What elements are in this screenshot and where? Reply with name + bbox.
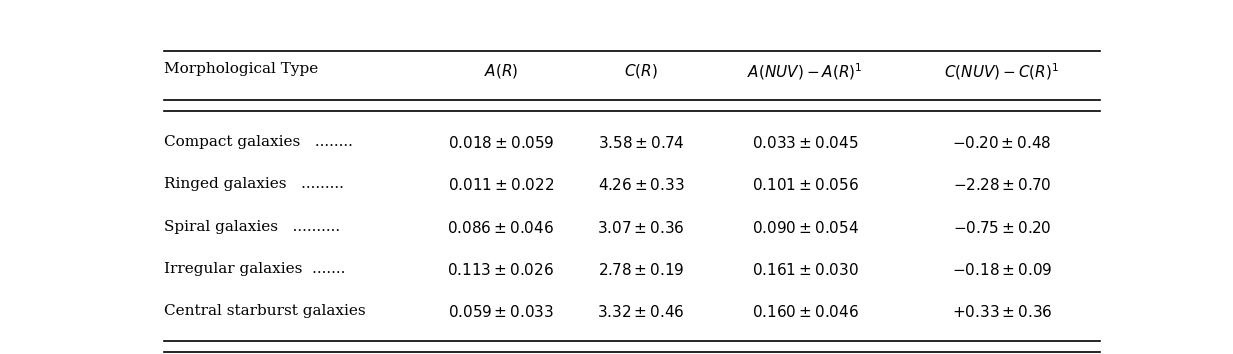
Text: $0.101 \pm 0.056$: $0.101 \pm 0.056$ (752, 177, 858, 193)
Text: $3.32 \pm 0.46$: $3.32 \pm 0.46$ (598, 304, 686, 320)
Text: Compact galaxies   ........: Compact galaxies ........ (164, 135, 353, 149)
Text: $A(NUV) - A(R)^1$: $A(NUV) - A(R)^1$ (747, 62, 863, 82)
Text: $4.26 \pm 0.33$: $4.26 \pm 0.33$ (598, 177, 684, 193)
Text: Central starburst galaxies: Central starburst galaxies (164, 304, 365, 318)
Text: $-0.18 \pm 0.09$: $-0.18 \pm 0.09$ (952, 262, 1052, 278)
Text: $0.161 \pm 0.030$: $0.161 \pm 0.030$ (752, 262, 858, 278)
Text: Irregular galaxies  .......: Irregular galaxies ....... (164, 262, 345, 276)
Text: $C(NUV) - C(R)^1$: $C(NUV) - C(R)^1$ (944, 62, 1059, 82)
Text: $0.059 \pm 0.033$: $0.059 \pm 0.033$ (448, 304, 554, 320)
Text: $C(R)$: $C(R)$ (624, 62, 658, 80)
Text: $0.086 \pm 0.046$: $0.086 \pm 0.046$ (448, 219, 555, 236)
Text: $-0.20 \pm 0.48$: $-0.20 \pm 0.48$ (952, 135, 1052, 151)
Text: $0.018 \pm 0.059$: $0.018 \pm 0.059$ (448, 135, 554, 151)
Text: $0.160 \pm 0.046$: $0.160 \pm 0.046$ (752, 304, 858, 320)
Text: $3.07 \pm 0.36$: $3.07 \pm 0.36$ (598, 219, 686, 236)
Text: Ringed galaxies   .........: Ringed galaxies ......... (164, 177, 344, 192)
Text: $2.78 \pm 0.19$: $2.78 \pm 0.19$ (598, 262, 684, 278)
Text: $0.011 \pm 0.022$: $0.011 \pm 0.022$ (448, 177, 554, 193)
Text: $+0.33 \pm 0.36$: $+0.33 \pm 0.36$ (952, 304, 1052, 320)
Text: $-0.75 \pm 0.20$: $-0.75 \pm 0.20$ (953, 219, 1051, 236)
Text: $-2.28 \pm 0.70$: $-2.28 \pm 0.70$ (953, 177, 1051, 193)
Text: $0.033 \pm 0.045$: $0.033 \pm 0.045$ (752, 135, 858, 151)
Text: Spiral galaxies   ..........: Spiral galaxies .......... (164, 219, 340, 234)
Text: $3.58 \pm 0.74$: $3.58 \pm 0.74$ (598, 135, 684, 151)
Text: Morphological Type: Morphological Type (164, 62, 318, 75)
Text: $0.090 \pm 0.054$: $0.090 \pm 0.054$ (752, 219, 858, 236)
Text: $A(R)$: $A(R)$ (483, 62, 518, 80)
Text: $0.113 \pm 0.026$: $0.113 \pm 0.026$ (448, 262, 555, 278)
